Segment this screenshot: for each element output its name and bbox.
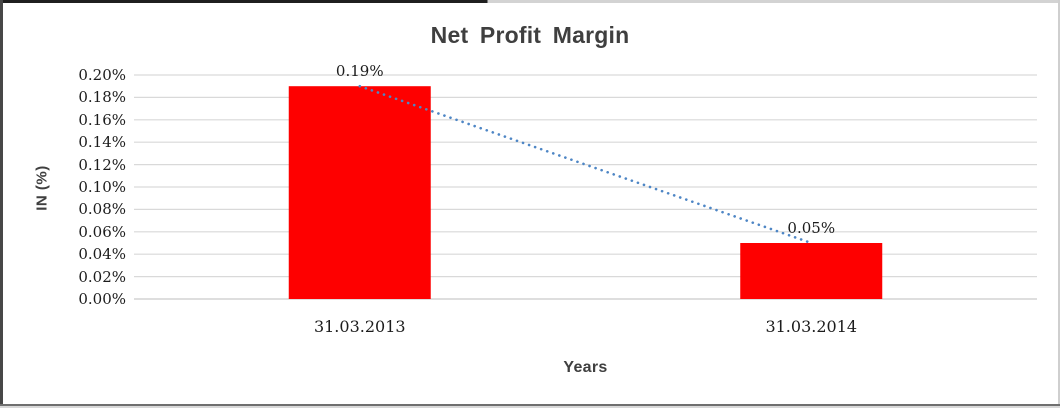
y-axis-tick-label: 0.00% [78, 290, 126, 308]
chart-frame-border-top [0, 0, 1060, 3]
y-axis-tick-label: 0.20% [78, 66, 126, 84]
y-axis-tick-label: 0.02% [78, 267, 126, 286]
x-axis-category-label: 31.03.2013 [313, 317, 406, 336]
y-axis-tick-label: 0.12% [78, 155, 126, 174]
bar-31.03.2013 [288, 86, 431, 299]
y-axis-tick-label: 0.08% [78, 200, 126, 219]
y-axis-tick-label: 0.16% [78, 110, 126, 129]
x-axis-category-label: 31.03.2014 [765, 317, 858, 336]
chart-frame-border-left [0, 0, 3, 408]
chart-frame-border-right [1058, 0, 1060, 408]
bar-31.03.2014 [740, 243, 883, 299]
y-axis-tick-label: 0.04% [78, 245, 126, 264]
chart-title: Net Profit Margin [430, 22, 630, 48]
y-axis-tick-label: 0.18% [78, 88, 126, 107]
x-axis-title: Years [563, 359, 608, 376]
bar-data-label: 0.05% [787, 219, 836, 237]
chart-frame-border-bottom [0, 404, 1060, 408]
y-axis-tick-label: 0.14% [78, 133, 126, 152]
bar-data-label: 0.19% [335, 62, 384, 81]
y-axis-tick-label: 0.06% [78, 222, 126, 241]
y-axis-tick-label: 0.10% [78, 178, 126, 196]
